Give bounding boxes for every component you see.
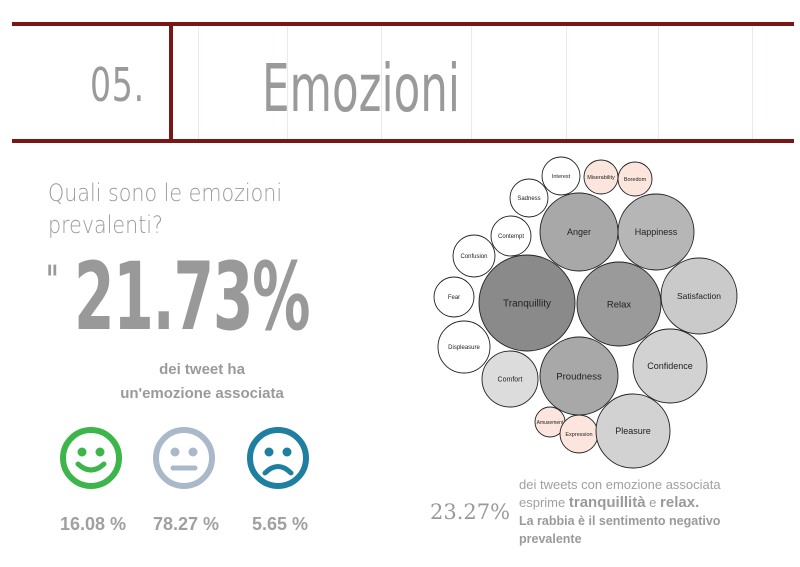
- happy-face-icon: [60, 427, 122, 489]
- bubble-boredom: [617, 161, 653, 197]
- stat-description: dei tweets con emozione associata esprim…: [519, 476, 779, 548]
- stat-percentage: 23.27%: [430, 500, 511, 524]
- caption-line: dei tweet ha: [159, 361, 245, 378]
- bubble-contempt: [490, 215, 532, 257]
- bubble-pleasure: [595, 393, 671, 469]
- bubble-label: Comfort: [498, 376, 523, 383]
- bubble-sadness: [509, 178, 549, 218]
- bubble-comfort: [481, 350, 539, 408]
- face-eye: [264, 447, 274, 457]
- face-outline: [60, 427, 122, 489]
- question-text: Quali sono le emozioni prevalenti?: [48, 179, 283, 239]
- bubble-displeasure: [437, 320, 491, 374]
- face-mouth: [262, 464, 294, 476]
- bubble-label: Pleasure: [615, 426, 651, 436]
- bubble-label: Happiness: [635, 227, 678, 237]
- face-eye: [170, 447, 180, 457]
- page-title: Emozioni: [262, 50, 460, 127]
- stat-connector: e: [649, 495, 657, 510]
- grid-tick: [752, 26, 753, 139]
- header-divider: [169, 24, 173, 142]
- face-outline: [247, 427, 309, 489]
- grid-tick: [471, 26, 472, 139]
- grid-tick: [381, 26, 382, 139]
- bubble-label: Tranquillity: [503, 299, 551, 310]
- grid-tick: [287, 26, 288, 139]
- bubble-satisfaction: [660, 257, 738, 335]
- bubble-label: Contempt: [498, 234, 524, 240]
- bubble-label: Relax: [607, 299, 632, 310]
- bubble-relax: [576, 261, 662, 347]
- stat-line: La rabbia è il sentimento negativo: [519, 514, 721, 528]
- caption-line: un'emozione associata: [120, 385, 284, 402]
- grid-tick: [198, 26, 199, 139]
- stat-line: esprime tranquillità e relax.: [519, 494, 779, 512]
- header-bottom-rule: [12, 139, 794, 143]
- bubble-interest: [541, 156, 581, 196]
- sad-face-icon: [247, 427, 309, 489]
- stat-highlight: tranquillità: [568, 494, 646, 511]
- face-eye: [188, 447, 198, 457]
- stat-highlight: relax.: [660, 494, 700, 511]
- neutral-percentage: 78.27 %: [152, 514, 220, 534]
- stat-line: prevalente: [519, 532, 582, 546]
- bubble-label: Displeasure: [448, 345, 480, 351]
- quote-mark: ": [46, 258, 59, 304]
- bubble-happiness: [617, 193, 695, 271]
- bubble-label: Amusement: [537, 420, 564, 426]
- bubble-label: Miserability: [587, 175, 615, 181]
- bubble-tranquillity: [478, 254, 576, 352]
- face-mouth: [75, 461, 107, 473]
- bubble-label: Expression: [565, 432, 592, 438]
- bubble-label: Boredom: [624, 177, 647, 183]
- bubble-confusion: [452, 234, 496, 278]
- neutral-face-icon: [153, 427, 215, 489]
- face-eye: [282, 447, 292, 457]
- face-outline: [153, 427, 215, 489]
- positive-percentage: 16.08 %: [59, 514, 127, 534]
- grid-tick: [566, 26, 567, 139]
- section-number: 05.: [90, 58, 145, 112]
- emotion-bubble-chart: Interest Miserability Boredom Sadness Anger H…: [433, 156, 738, 469]
- headline-percentage: 21.73%: [74, 243, 311, 352]
- bubble-label: Proudness: [556, 371, 602, 382]
- bubble-label: Interest: [552, 174, 571, 180]
- bubble-label: Fear: [448, 295, 460, 301]
- bubble-fear: [433, 276, 475, 318]
- stat-line: dei tweets con emozione associata: [519, 477, 721, 492]
- header-top-rule: [12, 22, 794, 26]
- bubble-label: Sadness: [517, 196, 540, 202]
- face-eye: [77, 447, 87, 457]
- negative-percentage: 5.65 %: [251, 514, 309, 534]
- bubble-label: Confidence: [647, 361, 693, 371]
- grid-tick: [658, 26, 659, 139]
- face-eye: [95, 447, 105, 457]
- bubble-label: Anger: [567, 227, 591, 237]
- headline-caption: dei tweet ha un'emozione associata: [82, 358, 322, 406]
- bubble-confidence: [632, 328, 708, 404]
- bubble-label: Confusion: [460, 254, 487, 260]
- stat-text-prefix: esprime: [519, 495, 566, 510]
- bubble-label: Satisfaction: [677, 291, 721, 301]
